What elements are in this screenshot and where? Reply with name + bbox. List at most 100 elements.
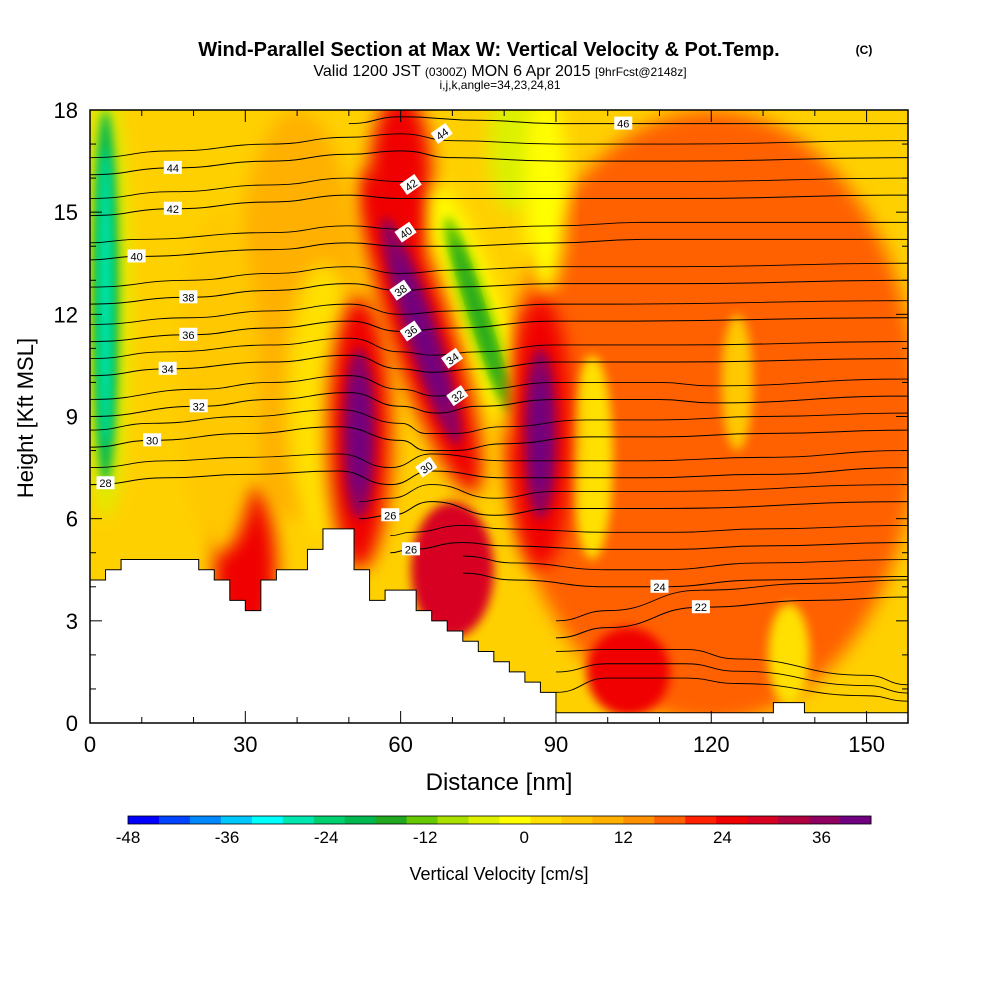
x-tick-label: 150 bbox=[848, 732, 885, 757]
x-tick-label: 90 bbox=[544, 732, 568, 757]
theta-label: 32 bbox=[446, 385, 469, 407]
theta-label: 24 bbox=[650, 579, 669, 594]
x-tick-label: 120 bbox=[693, 732, 730, 757]
colorbar-swatch bbox=[406, 816, 439, 824]
colorbar-swatch bbox=[716, 816, 748, 824]
theta-contour bbox=[359, 484, 908, 503]
theta-contour bbox=[90, 238, 908, 261]
y-tick-label: 9 bbox=[66, 405, 78, 430]
terrain bbox=[90, 528, 908, 723]
colorbar-swatch bbox=[499, 816, 531, 824]
subtitle-valid: Valid 1200 JST bbox=[313, 63, 421, 80]
theta-label: 38 bbox=[389, 279, 412, 301]
theta-label-box bbox=[691, 600, 710, 614]
velocity-cell bbox=[532, 373, 549, 494]
velocity-cell bbox=[524, 110, 567, 294]
colorbar-swatch bbox=[375, 816, 408, 824]
x-tick-label: 30 bbox=[233, 732, 257, 757]
theta-labels: 22 24 26 26 28 30 32 34 36 38 40 42 44 46 44 42 40 38 36 34… bbox=[96, 116, 710, 614]
colorbar-tick-label: 12 bbox=[614, 828, 633, 847]
theta-label-box bbox=[415, 456, 438, 478]
colorbar-swatch bbox=[468, 816, 500, 824]
colorbar-swatch bbox=[840, 816, 872, 824]
theta-label-text: 44 bbox=[167, 163, 179, 175]
theta-label-box bbox=[399, 320, 422, 342]
theta-label-box bbox=[401, 542, 420, 556]
theta-contour bbox=[90, 426, 908, 452]
velocity-cell bbox=[571, 355, 613, 560]
theta-label: 46 bbox=[614, 116, 633, 131]
theta-label-box bbox=[163, 160, 182, 174]
theta-label-text: 30 bbox=[419, 460, 436, 477]
theta-label-text: 24 bbox=[653, 582, 665, 594]
colorbar-swatch bbox=[592, 816, 624, 824]
theta-contour bbox=[555, 648, 908, 686]
velocity-cell bbox=[351, 373, 367, 494]
velocity-cell bbox=[410, 501, 494, 638]
theta-label: 28 bbox=[96, 476, 115, 490]
velocity-cell bbox=[452, 236, 505, 393]
theta-contour bbox=[90, 300, 908, 325]
theta-label-text: 32 bbox=[193, 401, 205, 413]
theta-label-text: 28 bbox=[99, 478, 111, 490]
theta-contour bbox=[90, 354, 908, 377]
theta-contour bbox=[90, 279, 908, 305]
theta-contour bbox=[555, 677, 908, 702]
velocity-cell bbox=[721, 314, 753, 451]
colorbar-swatch bbox=[654, 816, 686, 824]
theta-label-text: 22 bbox=[695, 602, 707, 614]
y-axis-label: Height [Kft MSL] bbox=[13, 338, 38, 498]
velocity-cell bbox=[587, 627, 670, 717]
chart-title-mark: (C) bbox=[856, 43, 873, 57]
x-tick-label: 60 bbox=[388, 732, 412, 757]
theta-contour bbox=[90, 262, 908, 288]
colorbar-tick-label: -48 bbox=[116, 828, 141, 847]
y-tick-label: 12 bbox=[54, 302, 78, 327]
colorbar-swatch bbox=[747, 816, 779, 824]
y-tick-label: 3 bbox=[66, 609, 78, 634]
theta-label-text: 26 bbox=[384, 510, 396, 522]
colorbar-swatch bbox=[561, 816, 593, 824]
theta-label-text: 40 bbox=[398, 225, 415, 242]
theta-label-box bbox=[394, 221, 417, 243]
chart-subtitle: Valid 1200 JST (0300Z) MON 6 Apr 2015 [9… bbox=[313, 63, 686, 80]
colorbar-swatch bbox=[128, 816, 160, 824]
theta-contour bbox=[90, 221, 908, 244]
theta-label-box bbox=[179, 327, 198, 341]
theta-label: 30 bbox=[415, 456, 438, 478]
theta-label-text: 30 bbox=[146, 435, 158, 447]
colorbar-swatch bbox=[809, 816, 841, 824]
colorbar-tick-label: 36 bbox=[812, 828, 831, 847]
theta-label-box bbox=[158, 361, 177, 375]
theta-label: 44 bbox=[430, 122, 453, 144]
grid-info: i,j,k,angle=34,23,24,81 bbox=[439, 78, 560, 92]
theta-label: 26 bbox=[381, 508, 400, 522]
colorbar-tick-label: -36 bbox=[215, 828, 240, 847]
terrain-fill bbox=[90, 528, 908, 723]
theta-label-box bbox=[381, 508, 400, 522]
theta-label-box bbox=[163, 201, 182, 215]
theta-contour bbox=[90, 392, 908, 417]
theta-label: 36 bbox=[179, 327, 198, 342]
velocity-cell bbox=[768, 603, 810, 706]
theta-label: 42 bbox=[163, 201, 182, 216]
theta-contour bbox=[90, 450, 908, 469]
theta-contour bbox=[90, 150, 908, 176]
velocity-cell bbox=[178, 212, 261, 553]
theta-label-text: 42 bbox=[403, 177, 420, 194]
theta-label-box bbox=[650, 579, 669, 593]
plot-area: 22 24 26 26 28 30 32 34 36 38 40 42 44 46 44 42 40 38 36 34… bbox=[90, 110, 908, 723]
theta-label-text: 36 bbox=[403, 324, 420, 341]
theta-label: 22 bbox=[691, 600, 710, 614]
theta-label: 34 bbox=[158, 361, 177, 376]
subtitle-utc: (0300Z) bbox=[425, 65, 467, 79]
colorbar: -48 -36 -24 -12 0 12 24 36 bbox=[116, 815, 872, 847]
theta-label-text: 34 bbox=[445, 351, 462, 368]
colorbar-swatch bbox=[623, 816, 655, 824]
theta-label-box bbox=[189, 399, 208, 413]
theta-label: 32 bbox=[189, 399, 208, 413]
theta-label: 34 bbox=[441, 347, 464, 369]
theta-label-text: 36 bbox=[182, 330, 194, 342]
theta-label: 40 bbox=[394, 221, 417, 243]
